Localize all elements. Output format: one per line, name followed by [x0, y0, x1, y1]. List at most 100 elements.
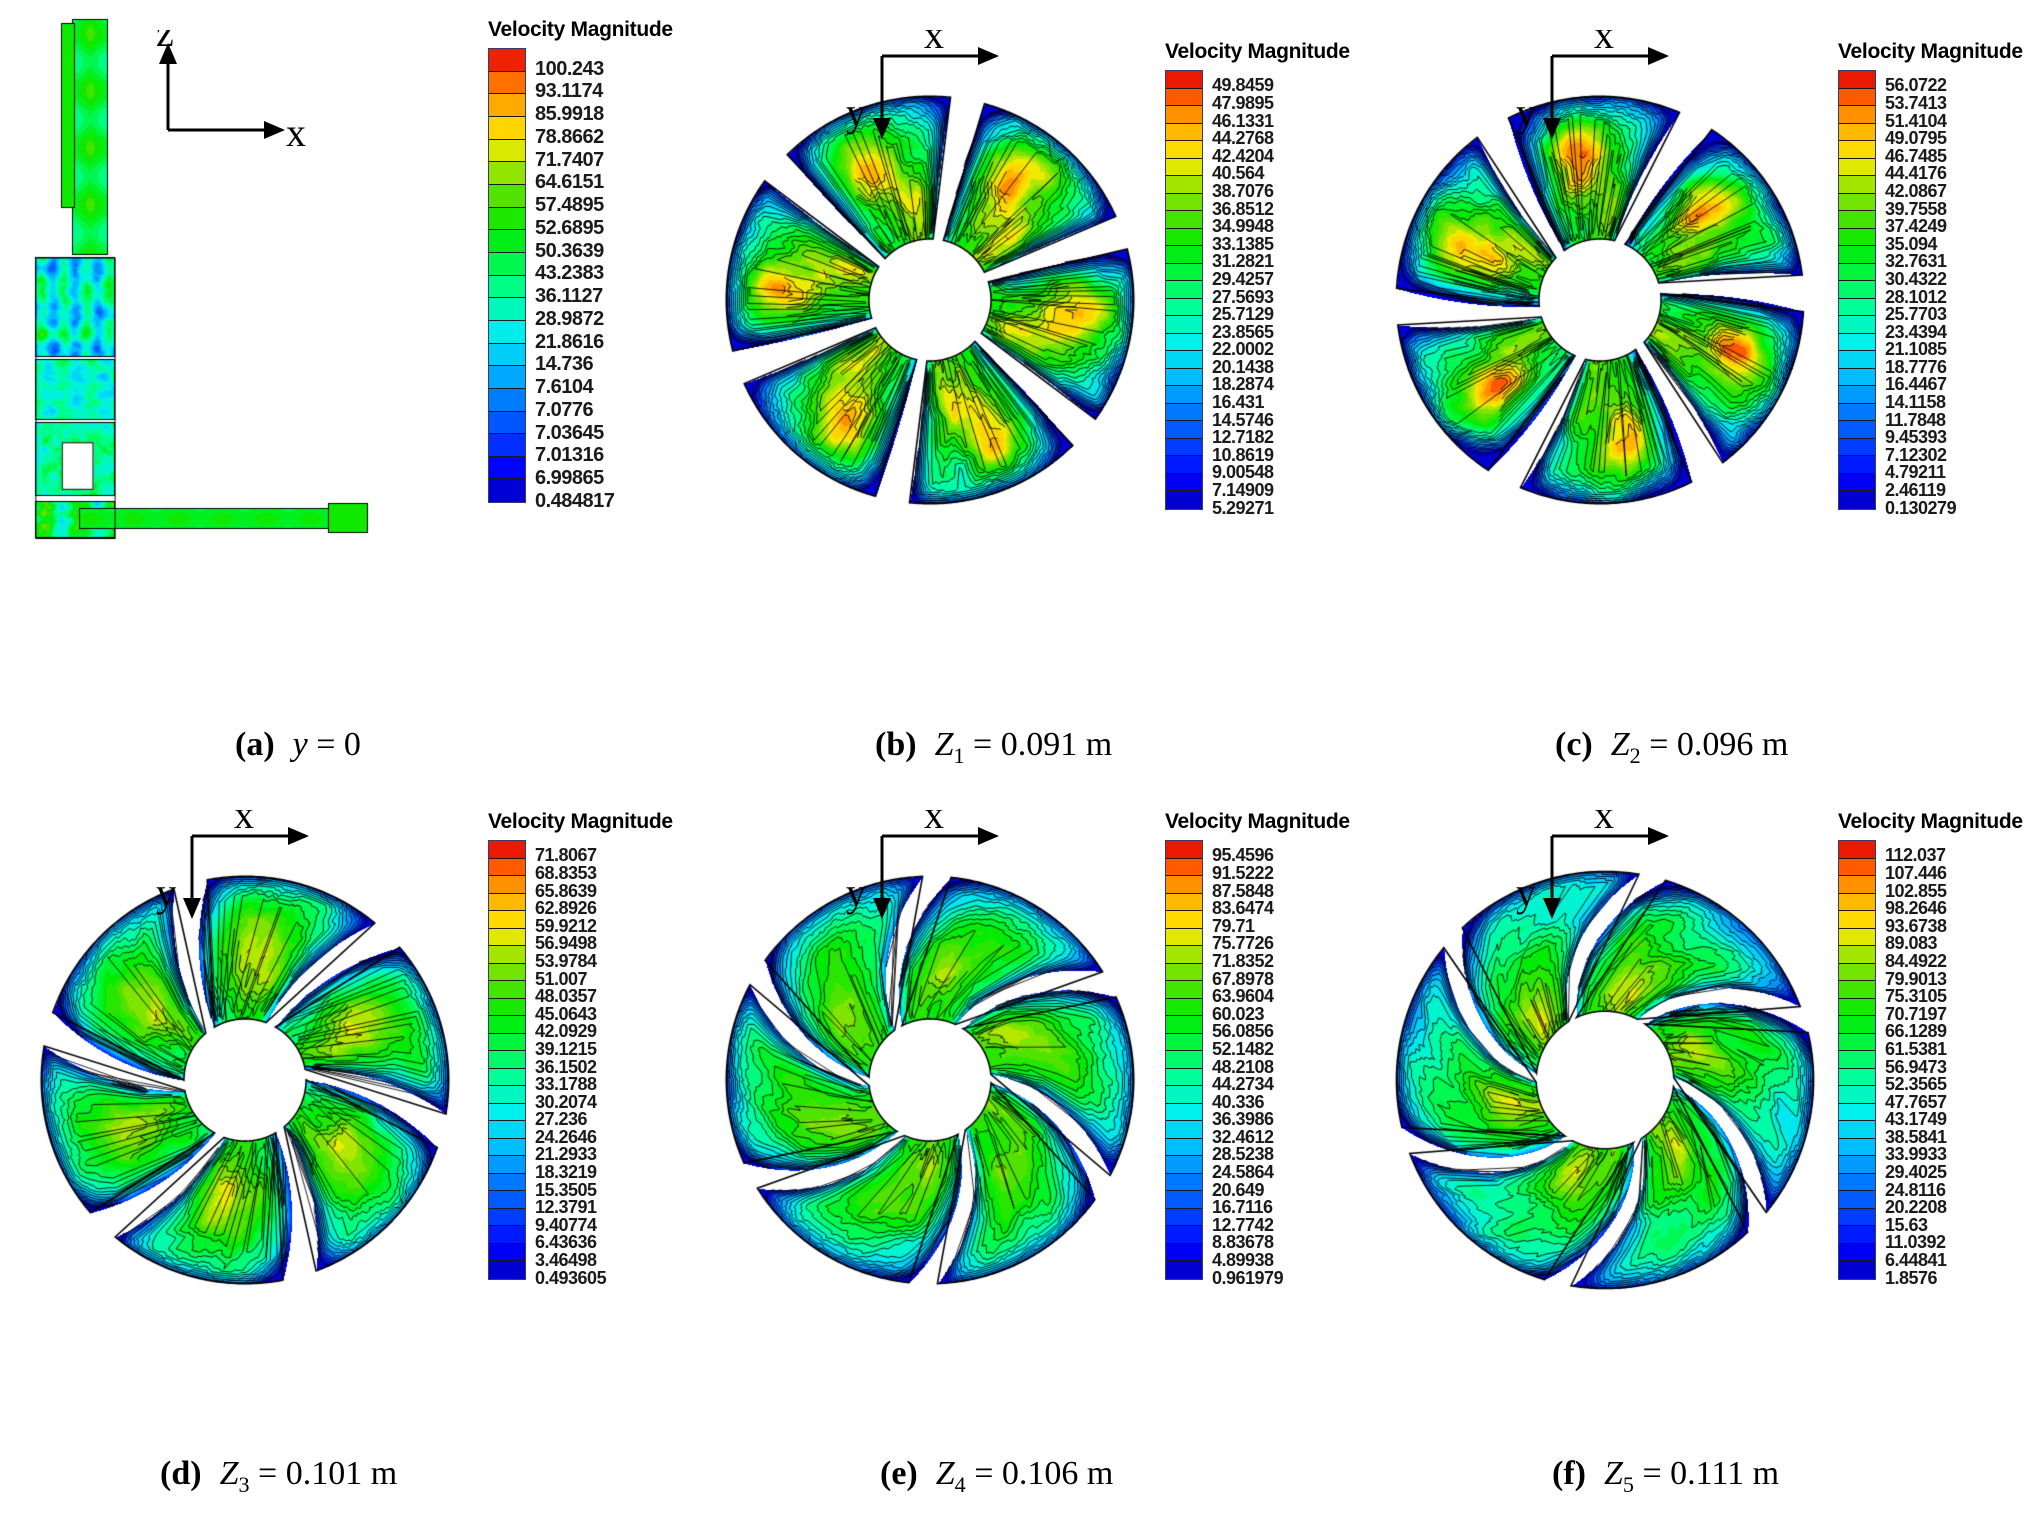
legend-swatch [1166, 71, 1202, 89]
legend-swatch [1166, 963, 1202, 982]
legend-swatch [1166, 1103, 1202, 1122]
legend-tick-label: 18.2874 [1212, 374, 1274, 395]
legend-swatch [1839, 193, 1875, 212]
legend-swatch [489, 366, 525, 389]
legend-tick-label: 44.4176 [1885, 163, 1947, 184]
legend-tick-label: 39.7558 [1885, 198, 1947, 219]
legend-tick-label: 16.7116 [1212, 1197, 1273, 1218]
panel-c-legend: Velocity Magnitude 56.0722 53.7413 51.4104… [1838, 40, 2023, 517]
panel-a-contour-plot [20, 10, 460, 670]
legend-tick-label: 32.7631 [1885, 251, 1947, 272]
legend-tick-label: 25.7703 [1885, 304, 1947, 325]
legend-tick-label: 83.6474 [1212, 898, 1274, 919]
legend-tick-label: 50.3639 [535, 239, 604, 262]
legend-tick-label: 7.12302 [1885, 444, 1947, 465]
panel-b-caption: (b) Z1 = 0.091 m [875, 726, 1112, 769]
panel-d-legend-labels: 71.8067 68.8353 65.8639 62.8926 59.9212 56.94… [535, 840, 607, 1287]
legend-swatch [1166, 491, 1202, 509]
legend-tick-label: 100.243 [535, 57, 604, 80]
svg-text:y: y [1516, 90, 1536, 135]
panel-e-caption: (e) Z4 = 0.106 m [880, 1455, 1113, 1498]
legend-tick-label: 57.4895 [535, 194, 604, 217]
legend-tick-label: 1.8576 [1885, 1267, 1938, 1288]
legend-swatch [489, 1138, 525, 1157]
legend-swatch [489, 911, 525, 929]
legend-tick-label: 7.0776 [535, 398, 594, 421]
legend-tick-label: 107.446 [1885, 862, 1947, 883]
panel-d-legend-title: Velocity Magnitude [488, 810, 673, 833]
legend-tick-label: 89.083 [1885, 933, 1938, 954]
legend-tick-label: 85.9918 [535, 103, 604, 126]
legend-tick-label: 14.5746 [1212, 409, 1274, 430]
legend-swatch [489, 388, 525, 412]
legend-tick-label: 46.7485 [1885, 145, 1947, 166]
legend-tick-label: 3.46498 [535, 1250, 597, 1271]
panel-b-contour-plot [720, 55, 1140, 545]
legend-tick-label: 4.79211 [1885, 462, 1946, 483]
legend-swatch [1166, 998, 1202, 1017]
legend-swatch [1166, 421, 1202, 439]
legend-tick-label: 79.71 [1212, 915, 1255, 936]
legend-tick-label: 42.0929 [535, 1021, 597, 1042]
legend-tick-label: 95.4596 [1212, 845, 1274, 866]
legend-swatch [1839, 298, 1875, 317]
panel-d-caption-tag: (d) [160, 1455, 202, 1492]
legend-swatch [489, 998, 525, 1017]
legend-swatch [1839, 88, 1875, 107]
legend-tick-label: 23.4394 [1885, 321, 1947, 342]
legend-swatch [1839, 456, 1875, 474]
contour-canvas [720, 835, 1140, 1325]
legend-tick-label: 23.8565 [1212, 321, 1274, 342]
svg-text:x: x [234, 810, 254, 837]
legend-tick-label: 52.1482 [1212, 1038, 1274, 1059]
panel-f-caption-tag: (f) [1552, 1455, 1586, 1492]
legend-tick-label: 0.130279 [1885, 497, 1957, 518]
legend-swatch [1166, 1086, 1202, 1104]
legend-tick-label: 39.1215 [535, 1038, 597, 1059]
legend-swatch [489, 1243, 525, 1262]
panel-f-legend-title: Velocity Magnitude [1838, 810, 2023, 833]
legend-tick-label: 87.5848 [1212, 880, 1274, 901]
legend-tick-label: 40.564 [1212, 163, 1265, 184]
legend-tick-label: 21.8616 [535, 330, 604, 353]
legend-swatch [489, 116, 525, 140]
legend-swatch [1839, 176, 1875, 194]
panel-c-legend-labels: 56.0722 53.7413 51.4104 49.0795 46.7485 44.41… [1885, 70, 1957, 518]
panel-b-caption-var: Z [934, 726, 954, 763]
panel-d-caption-sub: 3 [238, 1471, 250, 1497]
contour-canvas [1390, 55, 1810, 545]
legend-tick-label: 59.9212 [535, 915, 597, 936]
legend-swatch [489, 71, 525, 95]
legend-tick-label: 98.2646 [1885, 898, 1947, 919]
legend-swatch [1166, 158, 1202, 177]
panel-b-legend-title: Velocity Magnitude [1165, 40, 1350, 63]
panel-b-caption-tag: (b) [875, 726, 917, 763]
legend-tick-label: 71.8067 [535, 845, 597, 866]
legend-swatch [1839, 876, 1875, 894]
legend-tick-label: 28.5238 [1212, 1144, 1274, 1165]
panel-e-legend: Velocity Magnitude 95.4596 91.5222 87.5848… [1165, 810, 1350, 1287]
legend-tick-label: 7.6104 [535, 376, 594, 399]
legend-tick-label: 10.8619 [1212, 444, 1274, 465]
legend-swatch [489, 858, 525, 877]
legend-tick-label: 65.8639 [535, 880, 597, 901]
legend-tick-label: 38.7076 [1212, 180, 1274, 201]
legend-swatch [489, 162, 525, 185]
legend-swatch [1166, 981, 1202, 999]
legend-swatch [1166, 246, 1202, 264]
legend-tick-label: 30.2074 [535, 1091, 597, 1112]
legend-tick-label: 70.7197 [1885, 1003, 1947, 1024]
legend-swatch [1839, 911, 1875, 929]
legend-swatch [489, 946, 525, 964]
panel-e-caption-rest: = 0.106 m [965, 1455, 1114, 1492]
legend-swatch [1839, 368, 1875, 387]
legend-tick-label: 93.6738 [1885, 915, 1947, 936]
legend-swatch [1166, 876, 1202, 894]
legend-tick-label: 71.7407 [535, 148, 604, 171]
legend-swatch [1166, 1121, 1202, 1139]
legend-tick-label: 78.8662 [535, 125, 604, 148]
